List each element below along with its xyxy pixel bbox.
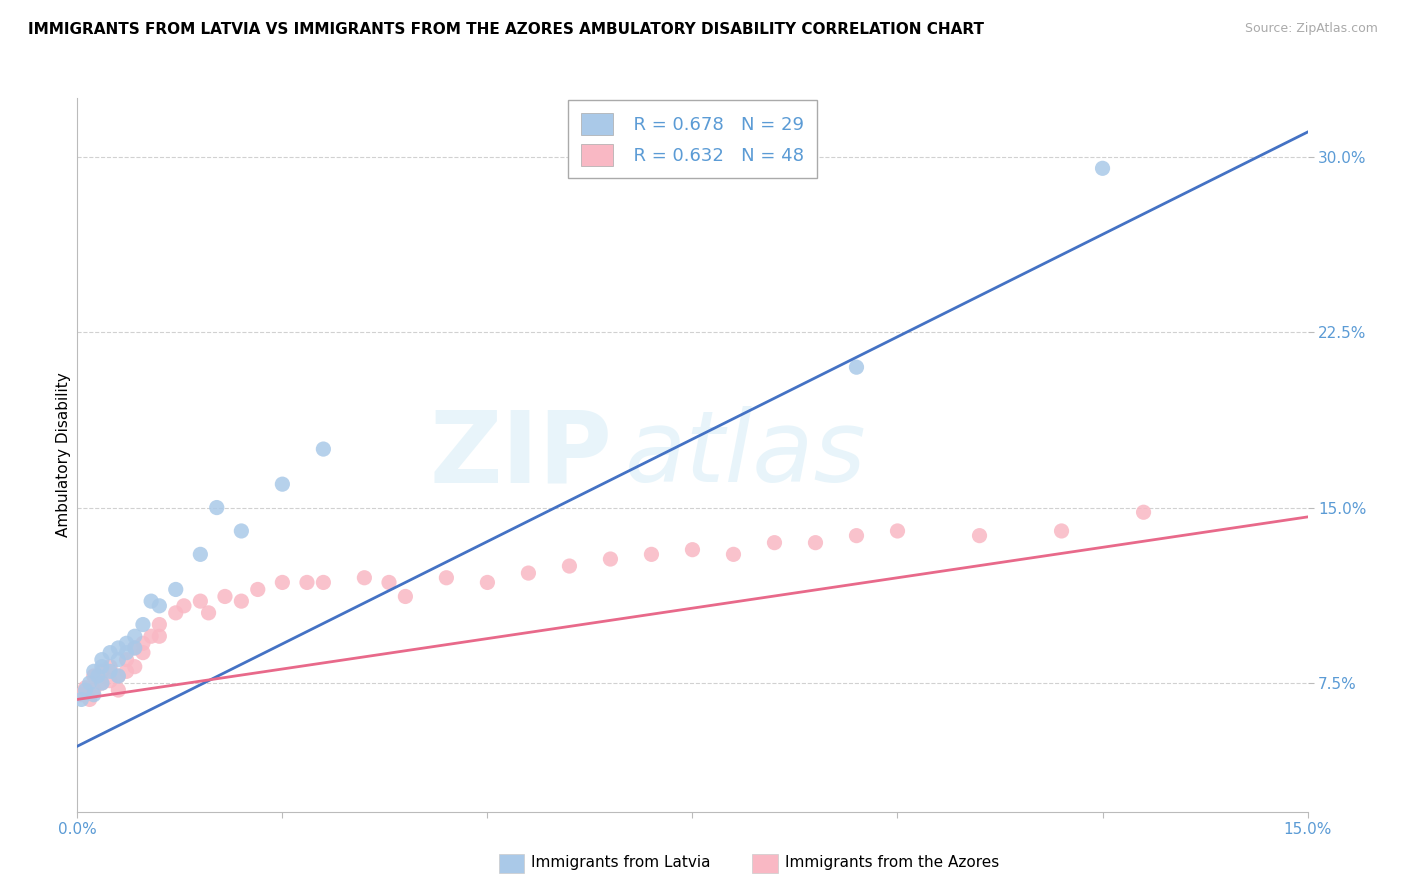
Point xyxy=(682,542,704,557)
Point xyxy=(90,659,114,673)
Point xyxy=(107,683,129,698)
Point xyxy=(723,547,745,561)
Point xyxy=(197,606,219,620)
Point xyxy=(90,653,114,667)
Point xyxy=(394,590,416,604)
Point xyxy=(845,528,868,542)
Point xyxy=(124,640,146,655)
Point xyxy=(271,477,294,491)
Point xyxy=(271,575,294,590)
Point xyxy=(295,575,318,590)
Point xyxy=(132,617,155,632)
Point xyxy=(115,653,138,667)
Point xyxy=(115,646,138,660)
Point xyxy=(141,594,163,608)
Point xyxy=(83,665,105,679)
Point xyxy=(845,360,868,375)
Point xyxy=(188,547,212,561)
Point xyxy=(165,606,187,620)
Point xyxy=(231,594,253,608)
Point xyxy=(98,659,121,673)
Point xyxy=(90,676,114,690)
Text: Immigrants from Latvia: Immigrants from Latvia xyxy=(531,855,711,870)
Point xyxy=(90,665,114,679)
Point xyxy=(148,617,170,632)
Point xyxy=(98,646,121,660)
Point xyxy=(107,669,129,683)
Point xyxy=(115,665,138,679)
Point xyxy=(312,442,335,456)
Point xyxy=(246,582,269,597)
Point xyxy=(1050,524,1073,538)
Point xyxy=(312,575,335,590)
Point xyxy=(107,640,129,655)
Point xyxy=(165,582,187,597)
Point xyxy=(98,665,121,679)
Point xyxy=(87,669,110,683)
Point xyxy=(75,683,97,698)
Point xyxy=(148,599,170,613)
Point xyxy=(205,500,228,515)
Point xyxy=(90,676,114,690)
Point xyxy=(132,646,155,660)
Text: ZIP: ZIP xyxy=(430,407,613,503)
Point xyxy=(214,590,236,604)
Point xyxy=(115,636,138,650)
Point xyxy=(141,629,163,643)
Point xyxy=(969,528,991,542)
Point xyxy=(70,692,93,706)
Text: IMMIGRANTS FROM LATVIA VS IMMIGRANTS FROM THE AZORES AMBULATORY DISABILITY CORRE: IMMIGRANTS FROM LATVIA VS IMMIGRANTS FRO… xyxy=(28,22,984,37)
Point xyxy=(98,673,121,688)
Point xyxy=(75,681,97,695)
Point xyxy=(517,566,540,580)
Point xyxy=(148,629,170,643)
Point xyxy=(1091,161,1114,176)
Text: atlas: atlas xyxy=(624,407,866,503)
Point xyxy=(83,683,105,698)
Point xyxy=(436,571,458,585)
Point xyxy=(477,575,499,590)
Point xyxy=(124,640,146,655)
Text: Immigrants from the Azores: Immigrants from the Azores xyxy=(785,855,998,870)
Point xyxy=(83,688,105,702)
Point xyxy=(124,629,146,643)
Point xyxy=(70,688,93,702)
Point xyxy=(1132,505,1154,519)
Point xyxy=(231,524,253,538)
Point xyxy=(378,575,401,590)
Point xyxy=(79,676,101,690)
Point xyxy=(107,669,129,683)
Point xyxy=(83,669,105,683)
Point xyxy=(804,535,827,549)
Point xyxy=(188,594,212,608)
Point xyxy=(886,524,908,538)
Point xyxy=(558,559,581,574)
Y-axis label: Ambulatory Disability: Ambulatory Disability xyxy=(56,373,70,537)
Point xyxy=(107,653,129,667)
Point xyxy=(173,599,195,613)
Point xyxy=(763,535,786,549)
Point xyxy=(353,571,375,585)
Point xyxy=(640,547,662,561)
Legend:   R = 0.678   N = 29,   R = 0.632   N = 48: R = 0.678 N = 29, R = 0.632 N = 48 xyxy=(568,100,817,178)
Point xyxy=(79,692,101,706)
Point xyxy=(599,552,621,566)
Text: Source: ZipAtlas.com: Source: ZipAtlas.com xyxy=(1244,22,1378,36)
Point xyxy=(132,636,155,650)
Point xyxy=(124,659,146,673)
